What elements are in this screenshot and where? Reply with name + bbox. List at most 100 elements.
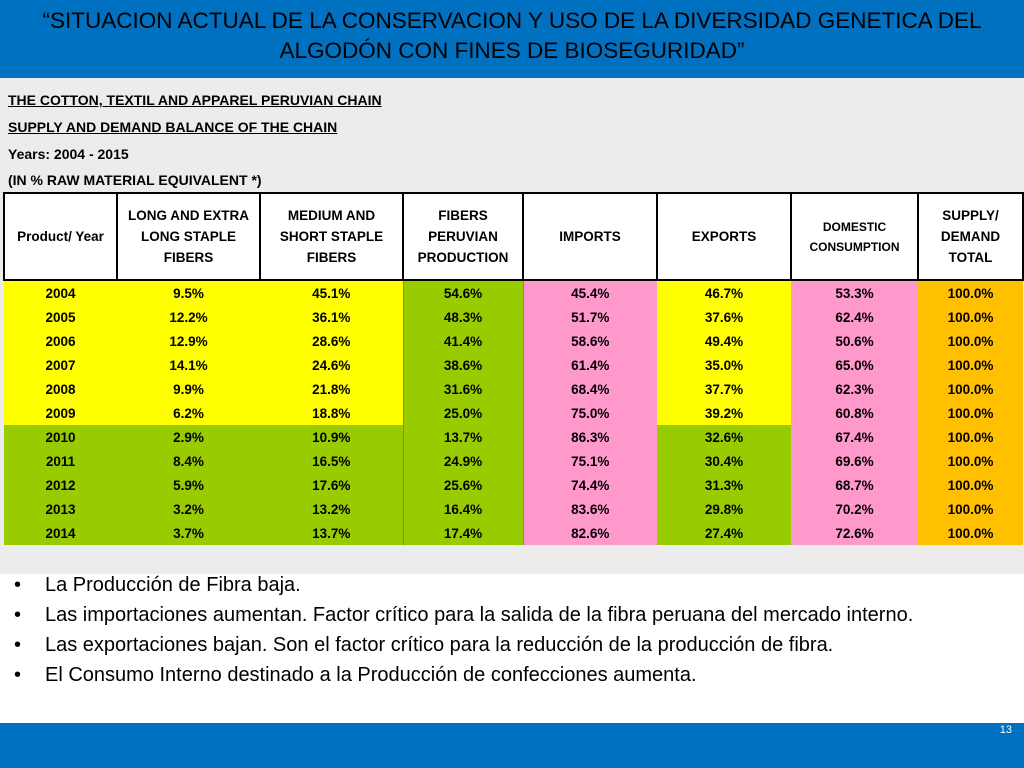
cell-total: 100.0% <box>918 305 1023 329</box>
bullet-item: • Las exportaciones bajan. Son el factor … <box>8 630 1012 660</box>
cell-total: 100.0% <box>918 329 1023 353</box>
cell-imports: 83.6% <box>523 497 657 521</box>
cell-medium-staple: 16.5% <box>260 449 403 473</box>
bullet-item: • El Consumo Interno destinado a la Produ… <box>8 660 1012 690</box>
cell-domestic-consumption: 69.6% <box>791 449 918 473</box>
cell-long-staple: 12.9% <box>117 329 260 353</box>
bullet-dot-icon: • <box>14 664 22 686</box>
bullet-list: • La Producción de Fibra baja. • Las import… <box>8 570 1012 690</box>
balance-table: Product/ Year LONG AND EXTRA LONG STAPLE… <box>3 192 1024 545</box>
cell-imports: 82.6% <box>523 521 657 545</box>
cell-long-staple: 3.7% <box>117 521 260 545</box>
cell-imports: 58.6% <box>523 329 657 353</box>
cell-peruvian-production: 41.4% <box>402 329 524 353</box>
cell-year: 2013 <box>4 497 117 521</box>
cell-domestic-consumption: 62.4% <box>791 305 918 329</box>
cell-imports: 45.4% <box>523 280 657 305</box>
cell-domestic-consumption: 62.3% <box>791 377 918 401</box>
cell-peruvian-production: 54.6% <box>402 280 524 305</box>
cell-total: 100.0% <box>918 353 1023 377</box>
cell-exports: 35.0% <box>657 353 791 377</box>
footer-bar <box>0 723 1024 768</box>
col-header-year: Product/ Year <box>3 192 118 281</box>
bullet-item: • La Producción de Fibra baja. <box>8 570 1012 600</box>
cell-long-staple: 2.9% <box>117 425 260 449</box>
table-row: 2012 5.9% 17.6% 25.6% 74.4% 31.3% 68.7% 100.0% <box>4 473 1023 497</box>
cell-domestic-consumption: 60.8% <box>791 401 918 425</box>
col-header-exports: EXPORTS <box>656 192 792 281</box>
cell-peruvian-production: 31.6% <box>402 377 524 401</box>
col-header-total: SUPPLY/ DEMAND TOTAL <box>917 192 1024 281</box>
cell-total: 100.0% <box>918 280 1023 305</box>
cell-imports: 75.0% <box>523 401 657 425</box>
table-row: 2013 3.2% 13.2% 16.4% 83.6% 29.8% 70.2% 100.0% <box>4 497 1023 521</box>
cell-long-staple: 12.2% <box>117 305 260 329</box>
cell-domestic-consumption: 50.6% <box>791 329 918 353</box>
cell-year: 2010 <box>4 425 117 449</box>
cell-medium-staple: 45.1% <box>260 280 403 305</box>
cell-year: 2008 <box>4 377 117 401</box>
cell-peruvian-production: 13.7% <box>402 425 524 449</box>
cell-exports: 27.4% <box>657 521 791 545</box>
table-row: 2011 8.4% 16.5% 24.9% 75.1% 30.4% 69.6% 100.0% <box>4 449 1023 473</box>
table-row: 2010 2.9% 10.9% 13.7% 86.3% 32.6% 67.4% 100.0% <box>4 425 1023 449</box>
cell-peruvian-production: 48.3% <box>402 305 524 329</box>
table-row: 2014 3.7% 13.7% 17.4% 82.6% 27.4% 72.6% 100.0% <box>4 521 1023 545</box>
cell-total: 100.0% <box>918 521 1023 545</box>
cell-medium-staple: 10.9% <box>260 425 403 449</box>
cell-medium-staple: 24.6% <box>260 353 403 377</box>
cell-imports: 75.1% <box>523 449 657 473</box>
bullet-text: El Consumo Interno destinado a la Produc… <box>45 664 697 686</box>
table-header-row: Product/ Year LONG AND EXTRA LONG STAPLE… <box>3 192 1024 281</box>
bullet-dot-icon: • <box>14 574 22 596</box>
cell-medium-staple: 28.6% <box>260 329 403 353</box>
table-heading-years: Years: 2004 - 2015 <box>8 146 129 162</box>
cell-total: 100.0% <box>918 425 1023 449</box>
cell-medium-staple: 18.8% <box>260 401 403 425</box>
cell-exports: 39.2% <box>657 401 791 425</box>
cell-medium-staple: 21.8% <box>260 377 403 401</box>
cell-exports: 31.3% <box>657 473 791 497</box>
cell-year: 2007 <box>4 353 117 377</box>
cell-year: 2005 <box>4 305 117 329</box>
cell-exports: 37.7% <box>657 377 791 401</box>
cell-medium-staple: 36.1% <box>260 305 403 329</box>
cell-long-staple: 14.1% <box>117 353 260 377</box>
table-row: 2007 14.1% 24.6% 38.6% 61.4% 35.0% 65.0% 100.0% <box>4 353 1023 377</box>
table-heading-units: (IN % RAW MATERIAL EQUIVALENT *) <box>8 172 262 188</box>
cell-domestic-consumption: 65.0% <box>791 353 918 377</box>
cell-exports: 32.6% <box>657 425 791 449</box>
col-header-domestic-consumption: DOMESTIC CONSUMPTION <box>790 192 919 281</box>
cell-peruvian-production: 25.0% <box>402 401 524 425</box>
bullet-dot-icon: • <box>14 634 22 656</box>
cell-imports: 74.4% <box>523 473 657 497</box>
cell-domestic-consumption: 72.6% <box>791 521 918 545</box>
cell-imports: 51.7% <box>523 305 657 329</box>
cell-exports: 29.8% <box>657 497 791 521</box>
cell-long-staple: 9.9% <box>117 377 260 401</box>
table-row: 2009 6.2% 18.8% 25.0% 75.0% 39.2% 60.8% 100.0% <box>4 401 1023 425</box>
bullet-text: Las exportaciones bajan. Son el factor c… <box>45 634 834 656</box>
cell-exports: 46.7% <box>657 280 791 305</box>
table-row: 2006 12.9% 28.6% 41.4% 58.6% 49.4% 50.6% 100.0% <box>4 329 1023 353</box>
cell-year: 2009 <box>4 401 117 425</box>
slide-title: “SITUACION ACTUAL DE LA CONSERVACION Y U… <box>42 8 982 63</box>
cell-peruvian-production: 16.4% <box>402 497 524 521</box>
cell-long-staple: 6.2% <box>117 401 260 425</box>
cell-long-staple: 8.4% <box>117 449 260 473</box>
cell-medium-staple: 17.6% <box>260 473 403 497</box>
cell-total: 100.0% <box>918 377 1023 401</box>
cell-peruvian-production: 25.6% <box>402 473 524 497</box>
cell-exports: 49.4% <box>657 329 791 353</box>
cell-domestic-consumption: 67.4% <box>791 425 918 449</box>
cell-year: 2014 <box>4 521 117 545</box>
title-bar <box>0 0 1024 78</box>
cell-total: 100.0% <box>918 473 1023 497</box>
table-row: 2004 9.5% 45.1% 54.6% 45.4% 46.7% 53.3% 100.0% <box>4 280 1023 305</box>
cell-domestic-consumption: 70.2% <box>791 497 918 521</box>
table-heading-balance: SUPPLY AND DEMAND BALANCE OF THE CHAIN <box>8 119 338 135</box>
bullet-text: Las importaciones aumentan. Factor críti… <box>45 604 914 626</box>
cell-imports: 68.4% <box>523 377 657 401</box>
table-heading-chain: THE COTTON, TEXTIL AND APPAREL PERUVIAN … <box>8 92 382 108</box>
cell-peruvian-production: 24.9% <box>402 449 524 473</box>
